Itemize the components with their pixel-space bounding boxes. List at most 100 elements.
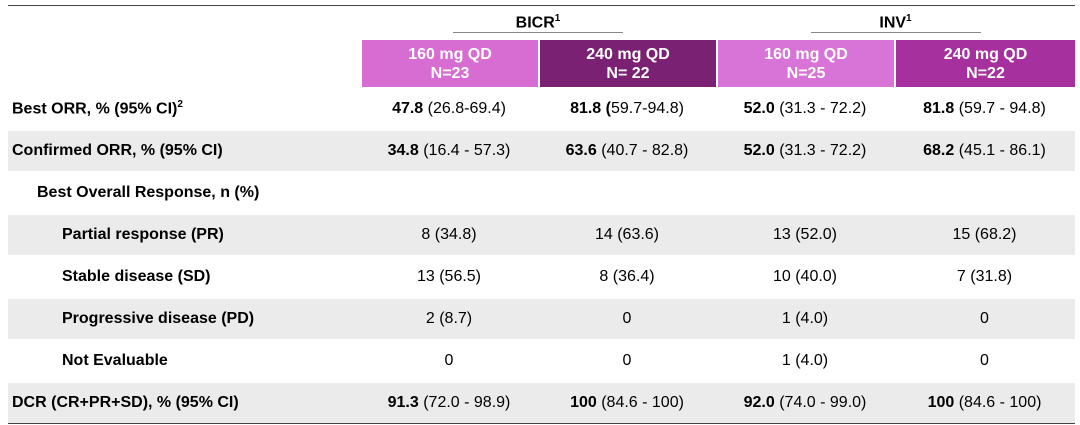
value-text: 10 (40.0) — [772, 268, 838, 285]
footnote-mark: 1 — [906, 12, 912, 24]
value-cell: 0 — [538, 339, 716, 381]
footnote-mark: 1 — [554, 12, 561, 24]
value-cell: 10 (40.0) — [716, 255, 894, 297]
value-cell: 100 (84.6 - 100) — [894, 381, 1075, 423]
estimate: 68.2 — [923, 142, 955, 159]
value-text: 0 — [622, 310, 632, 327]
group-header: BICR1 — [360, 6, 716, 40]
value-text: 13 (56.5) — [416, 268, 482, 285]
dose-label: 160 mg QD — [408, 45, 492, 63]
group-label-wrap: INV1 — [810, 12, 981, 34]
value-cell: 0 — [538, 297, 716, 339]
value-cell: 1 (4.0) — [716, 339, 894, 381]
group-header-row: BICR1 INV1 — [8, 6, 1075, 40]
value-cell: 13 (52.0) — [716, 213, 894, 255]
value-cell: 8 (36.4) — [538, 255, 716, 297]
blank-cell — [8, 6, 360, 40]
value-text: 7 (31.8) — [956, 268, 1013, 285]
group-label-wrap: BICR1 — [453, 12, 623, 34]
value-text: 0 — [980, 352, 989, 369]
estimate: 34.8 — [387, 142, 419, 159]
value-text: 59.7-94.8) — [610, 100, 684, 117]
value-cell: 52.0 (31.3 - 72.2) — [716, 87, 894, 129]
table-row: Stable disease (SD) 13 (56.5) 8 (36.4) 10 (… — [8, 255, 1075, 297]
value-text: (26.8-69.4) — [427, 100, 506, 117]
table-row: Best Overall Response, n (%) — [8, 171, 1075, 213]
n-label: N=25 — [786, 64, 826, 82]
column-header: 160 mg QD N=25 — [716, 40, 894, 87]
n-label: N= 22 — [606, 64, 650, 82]
value-text: (31.3 - 72.2) — [779, 142, 867, 159]
value-text: 15 (68.2) — [952, 226, 1017, 243]
table-row: Best ORR, % (95% CI)2 47.8 (26.8-69.4) 81.… — [8, 87, 1075, 129]
n-label: N=22 — [966, 64, 1005, 82]
value-cell: 13 (56.5) — [360, 255, 538, 297]
group-header: INV1 — [716, 6, 1075, 40]
n-label: N=23 — [430, 64, 470, 82]
response-table: BICR1 INV1 160 mg QD N=23 240 mg QD N= 22 160 … — [8, 6, 1075, 423]
estimate: 100 — [570, 394, 597, 411]
dose-label: 240 mg QD — [943, 45, 1028, 63]
value-text: (45.1 - 86.1) — [958, 142, 1046, 159]
value-text: 1 (4.0) — [781, 310, 829, 327]
value-cell: 0 — [360, 339, 538, 381]
group-label: INV — [879, 14, 907, 32]
column-header: 160 mg QD N=23 — [360, 40, 538, 87]
row-label: Stable disease (SD) — [8, 255, 360, 297]
estimate: 91.3 — [387, 394, 419, 411]
table-frame: BICR1 INV1 160 mg QD N=23 240 mg QD N= 22 160 … — [8, 5, 1075, 424]
column-header: 240 mg QD N=22 — [894, 40, 1075, 87]
value-text: 14 (63.6) — [594, 226, 660, 243]
value-text: (74.0 - 99.0) — [779, 394, 867, 411]
row-label-text: Stable disease (SD) — [62, 268, 211, 285]
value-text: 8 (36.4) — [599, 268, 655, 285]
row-label: DCR (CR+PR+SD), % (95% CI) — [8, 381, 360, 423]
estimate: 81.8 ( — [570, 100, 611, 117]
estimate: 92.0 — [743, 394, 775, 411]
row-label: Partial response (PR) — [8, 213, 360, 255]
table-row: Confirmed ORR, % (95% CI) 34.8 (16.4 - 57… — [8, 129, 1075, 171]
value-cell: 7 (31.8) — [894, 255, 1075, 297]
value-cell: 15 (68.2) — [894, 213, 1075, 255]
value-cell: 52.0 (31.3 - 72.2) — [716, 129, 894, 171]
value-cell — [538, 171, 716, 213]
column-header-row: 160 mg QD N=23 240 mg QD N= 22 160 mg QD N=25… — [8, 40, 1075, 87]
value-text: 1 (4.0) — [781, 352, 829, 369]
value-cell: 81.8 (59.7 - 94.8) — [894, 87, 1075, 129]
estimate: 47.8 — [392, 100, 424, 117]
dose-label: 160 mg QD — [764, 45, 848, 63]
value-text: (84.6 - 100) — [601, 394, 684, 411]
estimate: 100 — [927, 394, 955, 411]
row-label: Progressive disease (PD) — [8, 297, 360, 339]
value-cell: 92.0 (74.0 - 99.0) — [716, 381, 894, 423]
value-cell: 2 (8.7) — [360, 297, 538, 339]
value-cell: 14 (63.6) — [538, 213, 716, 255]
row-label: Not Evaluable — [8, 339, 360, 381]
value-cell: 47.8 (26.8-69.4) — [360, 87, 538, 129]
table-row: Progressive disease (PD) 2 (8.7) 0 1 (4.0) 0 — [8, 297, 1075, 339]
value-cell: 68.2 (45.1 - 86.1) — [894, 129, 1075, 171]
row-label-text: Confirmed ORR, % (95% CI) — [12, 142, 223, 159]
table-row: Partial response (PR) 8 (34.8) 14 (63.6) 13… — [8, 213, 1075, 255]
column-header: 240 mg QD N= 22 — [538, 40, 716, 87]
value-text: (16.4 - 57.3) — [423, 142, 511, 159]
value-text: (40.7 - 82.8) — [601, 142, 689, 159]
row-label: Best Overall Response, n (%) — [8, 171, 360, 213]
row-label-text: Best Overall Response, n (%) — [37, 184, 260, 201]
row-label-text: Best ORR, % (95% CI) — [12, 100, 178, 118]
value-cell: 0 — [894, 297, 1075, 339]
value-cell: 34.8 (16.4 - 57.3) — [360, 129, 538, 171]
row-label-text: Progressive disease (PD) — [62, 310, 255, 327]
value-cell: 0 — [894, 339, 1075, 381]
row-label: Best ORR, % (95% CI)2 — [8, 87, 360, 129]
row-label-text: Not Evaluable — [62, 352, 168, 369]
row-label-text: DCR (CR+PR+SD), % (95% CI) — [12, 394, 239, 411]
value-text: 2 (8.7) — [425, 310, 473, 327]
estimate: 52.0 — [743, 142, 775, 159]
group-label: BICR — [515, 14, 555, 32]
value-cell — [360, 171, 538, 213]
row-label: Confirmed ORR, % (95% CI) — [8, 129, 360, 171]
value-cell: 81.8 (59.7-94.8) — [538, 87, 716, 129]
value-text: 13 (52.0) — [772, 226, 838, 243]
